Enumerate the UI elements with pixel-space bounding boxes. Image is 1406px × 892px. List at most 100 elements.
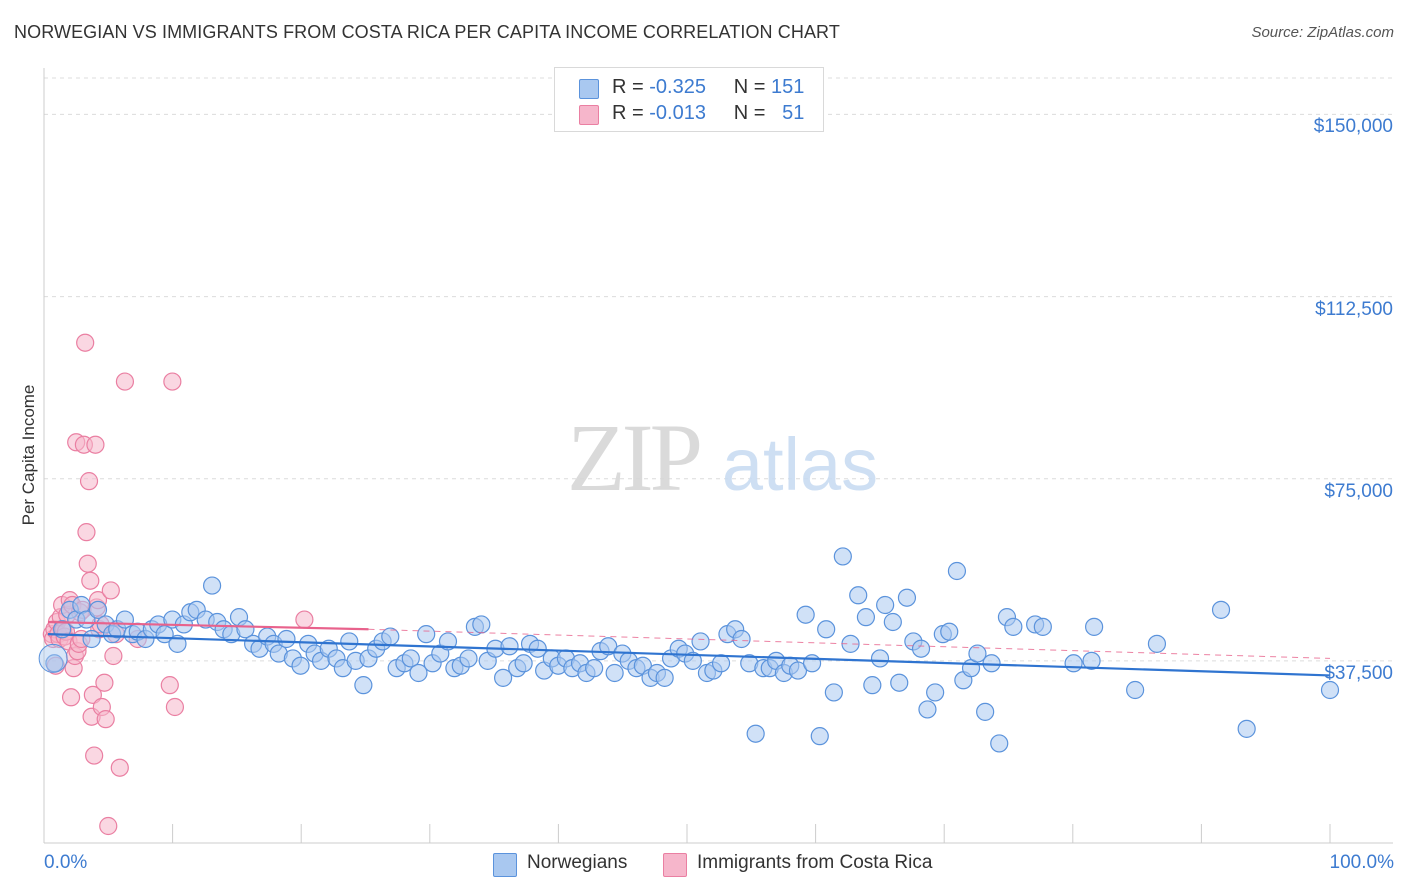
norwegian-point xyxy=(202,576,222,595)
norwegian-point xyxy=(802,654,822,673)
y-tick-label: $75,000 xyxy=(1324,480,1393,502)
norwegian-point xyxy=(354,676,373,695)
legend-r-label: R = xyxy=(612,102,644,124)
norwegian-point xyxy=(788,661,808,680)
costa-rica-point xyxy=(99,816,118,836)
series-swatch-blue xyxy=(493,853,517,877)
norwegian-point xyxy=(796,605,815,624)
axes xyxy=(43,68,1393,844)
norwegian-point xyxy=(82,629,101,649)
norwegian-point xyxy=(514,654,533,673)
x-tick-max: 100.0% xyxy=(1329,852,1394,873)
norwegian-point xyxy=(1126,680,1145,700)
norwegian-point xyxy=(976,702,995,721)
watermark-atlas: atlas xyxy=(722,423,878,506)
legend-r-value-norwegians: -0.325 xyxy=(649,76,706,98)
norwegian-point xyxy=(711,654,731,673)
norwegian-point xyxy=(746,724,765,743)
norwegian-point xyxy=(459,649,478,668)
norwegian-point xyxy=(940,622,959,641)
norwegian-point xyxy=(236,620,255,639)
norwegian-point xyxy=(947,561,967,581)
y-tick-label: $112,500 xyxy=(1315,298,1393,320)
norwegian-point xyxy=(88,600,108,619)
norwegian-point xyxy=(291,656,310,675)
costa-rica-point xyxy=(96,710,115,729)
chart-title: NORWEGIAN VS IMMIGRANTS FROM COSTA RICA … xyxy=(14,22,840,42)
costa-rica-point xyxy=(163,372,182,391)
norwegians-points xyxy=(38,547,1340,753)
norwegian-point xyxy=(926,683,945,702)
series-label-norwegians: Norwegians xyxy=(527,852,628,873)
norwegian-point xyxy=(585,659,604,678)
norwegian-point xyxy=(817,620,836,639)
norwegian-point xyxy=(401,649,420,668)
costa-rica-point xyxy=(160,676,179,695)
norwegian-point xyxy=(833,547,852,566)
costa-rica-trend-line xyxy=(47,620,369,631)
norwegian-point xyxy=(918,700,937,719)
norwegian-point xyxy=(340,632,359,651)
norwegian-point xyxy=(1064,654,1083,673)
costa-rica-point xyxy=(76,333,95,352)
legend-r-label: R = xyxy=(612,76,644,98)
norwegian-point xyxy=(810,727,829,746)
norwegian-point xyxy=(417,625,436,644)
norwegian-point xyxy=(1147,634,1167,653)
series-swatch-pink xyxy=(663,853,687,877)
norwegian-point xyxy=(890,673,909,692)
legend-n-label: N = xyxy=(733,102,766,124)
costa-rica-point xyxy=(101,581,120,600)
norwegian-point xyxy=(494,668,513,687)
norwegian-point xyxy=(409,663,428,683)
norwegian-point xyxy=(732,629,751,649)
norwegian-point xyxy=(863,676,882,695)
legend-r-value-costa-rica: -0.013 xyxy=(649,102,706,124)
legend-swatch-pink xyxy=(579,105,599,125)
norwegian-point xyxy=(438,632,458,651)
costa-rica-point xyxy=(61,688,81,707)
norwegian-point xyxy=(870,649,890,668)
norwegian-point xyxy=(911,639,931,658)
correlation-legend: R = -0.325 N = 151 R = -0.013 N = 51 xyxy=(554,67,824,132)
norwegian-point xyxy=(856,608,876,627)
costa-rica-point xyxy=(86,435,105,454)
norwegian-point xyxy=(876,595,895,615)
norwegian-point xyxy=(683,651,702,670)
costa-rica-point xyxy=(95,673,114,692)
costa-rica-point xyxy=(165,697,185,717)
legend-n-label: N = xyxy=(733,76,766,98)
norwegian-point xyxy=(605,663,624,683)
costa-rica-point xyxy=(115,372,135,391)
costa-rica-point xyxy=(81,571,100,590)
norwegian-point xyxy=(1004,617,1023,636)
y-tick-label: $37,500 xyxy=(1324,662,1393,684)
norwegian-point xyxy=(500,637,519,656)
costa-rica-point xyxy=(83,685,102,704)
source-credit: Source: ZipAtlas.com xyxy=(1251,24,1394,41)
x-tick-min: 0.0% xyxy=(44,852,88,873)
legend-n-value-norwegians: 151 xyxy=(771,76,805,98)
norwegian-point xyxy=(168,634,187,653)
y-axis-label: Per Capita Income xyxy=(19,384,38,526)
norwegian-point xyxy=(1237,719,1256,738)
immigrants-costa-rica-points xyxy=(42,333,314,836)
norwegian-point xyxy=(1211,600,1231,619)
costa-rica-point xyxy=(85,746,104,765)
norwegians-trend-line xyxy=(47,633,1331,677)
trend-lines xyxy=(47,620,1331,677)
norwegian-point xyxy=(599,637,618,656)
watermark: ZIP atlas xyxy=(567,404,878,511)
costa-rica-point xyxy=(104,646,123,666)
grid-lines xyxy=(44,77,1393,662)
norwegian-point xyxy=(1320,680,1340,700)
costa-rica-point xyxy=(110,758,129,777)
norwegian-point xyxy=(1082,651,1101,670)
norwegian-point xyxy=(897,588,917,607)
norwegian-point xyxy=(824,683,843,702)
norwegian-point xyxy=(1033,617,1052,636)
series-legend: Norwegians Immigrants from Costa Rica xyxy=(0,852,1406,878)
norwegian-point xyxy=(45,654,64,673)
norwegian-point xyxy=(277,629,296,649)
norwegian-point xyxy=(968,644,987,663)
